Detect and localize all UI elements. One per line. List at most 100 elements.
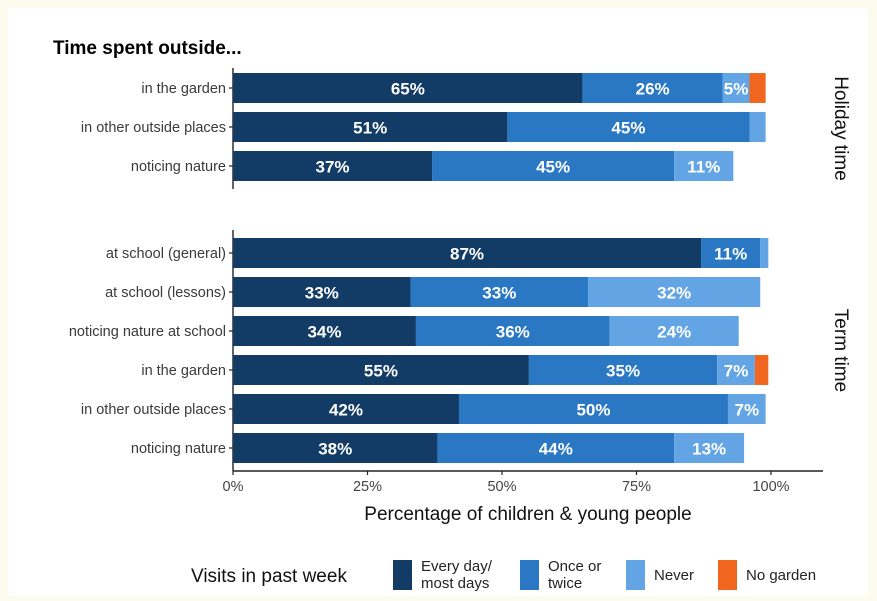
data-label: 11% — [714, 245, 747, 264]
bar-segment — [717, 355, 755, 385]
data-label: 7% — [724, 362, 749, 381]
data-label: 32% — [657, 284, 691, 303]
data-label: 42% — [329, 401, 363, 420]
bar-row: at school (lessons) 33% 33% 32% — [105, 277, 761, 307]
legend-label: twice — [548, 575, 582, 592]
data-label: 11% — [687, 158, 720, 177]
bar-segment — [233, 433, 438, 463]
data-label: 38% — [318, 440, 352, 459]
data-label: 36% — [496, 323, 530, 342]
x-axis-title: Percentage of children & young people — [364, 504, 691, 525]
bar-segment — [507, 112, 750, 142]
legend: Visits in past week Every day/most days On… — [191, 558, 816, 592]
data-label: 50% — [576, 401, 610, 420]
category-label: in other outside places — [81, 120, 226, 136]
x-tick-label: 100% — [752, 479, 789, 495]
bar-segment — [727, 394, 766, 424]
category-label: noticing nature — [131, 441, 226, 457]
data-label: 35% — [606, 362, 640, 381]
bar-segment — [432, 151, 675, 181]
data-label: 51% — [353, 119, 387, 138]
bar-segment — [233, 151, 433, 181]
bar-segment — [415, 316, 610, 346]
legend-label: Never — [654, 567, 694, 584]
data-label: 33% — [305, 284, 339, 303]
data-label: 45% — [536, 158, 570, 177]
category-label: noticing nature at school — [69, 324, 226, 340]
category-label: in the garden — [141, 363, 226, 379]
legend-entry: Every day/most days — [393, 558, 493, 592]
facet-label: Term time — [830, 309, 851, 392]
plot-area: in the garden 65% 26% 5% in other outside pl… — [69, 68, 851, 495]
legend-label: most days — [421, 575, 489, 592]
bar-segment — [609, 316, 739, 346]
legend-swatch — [626, 560, 645, 590]
legend-entry: Never — [626, 560, 694, 590]
data-label: 7% — [735, 401, 760, 420]
bar-segment — [582, 73, 723, 103]
bar-segment — [458, 394, 728, 424]
legend-title: Visits in past week — [191, 566, 347, 587]
bar-segment — [233, 238, 702, 268]
bar-segment — [410, 277, 589, 307]
data-label: 87% — [450, 245, 484, 264]
chart-title: Time spent outside... — [53, 38, 242, 59]
bar-row: noticing nature 37% 45% 11% — [131, 151, 734, 181]
x-tick-label: 0% — [223, 479, 244, 495]
bar-segment — [588, 277, 761, 307]
bar-segment — [674, 433, 745, 463]
data-label: 33% — [482, 284, 516, 303]
bar-segment — [437, 433, 675, 463]
bar-segment — [722, 73, 750, 103]
category-label: at school (general) — [106, 246, 226, 262]
category-label: in other outside places — [81, 402, 226, 418]
bar-segment — [233, 277, 411, 307]
legend-entry: No garden — [718, 560, 816, 590]
bar-row: noticing nature at school 34% 36% 24% — [69, 316, 739, 346]
bar-segment — [674, 151, 734, 181]
bar-segment — [233, 355, 529, 385]
category-label: at school (lessons) — [105, 285, 226, 301]
data-label: 37% — [316, 158, 350, 177]
bar-row: in other outside places 42% 50% 7% — [81, 394, 766, 424]
category-label: noticing nature — [131, 159, 226, 175]
bar-segment — [233, 316, 416, 346]
bar-segment — [760, 238, 769, 268]
data-label: 44% — [539, 440, 573, 459]
bar-segment — [528, 355, 718, 385]
x-tick-label: 50% — [487, 479, 516, 495]
facet-label: Holiday time — [830, 76, 851, 181]
bar-row: at school (general) 87% 11% — [106, 238, 769, 268]
data-label: 34% — [307, 323, 341, 342]
data-label: 55% — [364, 362, 398, 381]
data-label: 13% — [692, 440, 726, 459]
data-label: 65% — [391, 80, 425, 99]
data-label: 26% — [636, 80, 670, 99]
data-label: 24% — [657, 323, 691, 342]
data-label: 45% — [611, 119, 645, 138]
bar-row: noticing nature 38% 44% 13% — [131, 433, 745, 463]
stacked-bar-chart: Time spent outside... in the garden 65% 26… — [53, 38, 851, 592]
x-tick-label: 25% — [353, 479, 382, 495]
legend-label: Once or — [548, 558, 601, 575]
legend-label: Every day/ — [421, 558, 493, 575]
bar-segment — [233, 394, 459, 424]
bar-segment — [754, 355, 769, 385]
data-label: 5% — [724, 80, 749, 99]
bar-row: in other outside places 51% 45% — [81, 112, 766, 142]
panel-1: at school (general) 87% 11% at school (less… — [69, 230, 851, 495]
bar-row: in the garden 65% 26% 5% — [141, 73, 766, 103]
legend-swatch — [520, 560, 539, 590]
legend-swatch — [718, 560, 737, 590]
legend-swatch — [393, 560, 412, 590]
chart-frame: Time spent outside... in the garden 65% 26… — [8, 8, 868, 596]
legend-label: No garden — [746, 567, 816, 584]
x-tick-label: 75% — [622, 479, 651, 495]
bar-segment — [233, 73, 583, 103]
bar-segment — [749, 73, 766, 103]
bar-segment — [749, 112, 766, 142]
category-label: in the garden — [141, 81, 226, 97]
bar-segment — [701, 238, 761, 268]
bar-row: in the garden 55% 35% 7% — [141, 355, 769, 385]
